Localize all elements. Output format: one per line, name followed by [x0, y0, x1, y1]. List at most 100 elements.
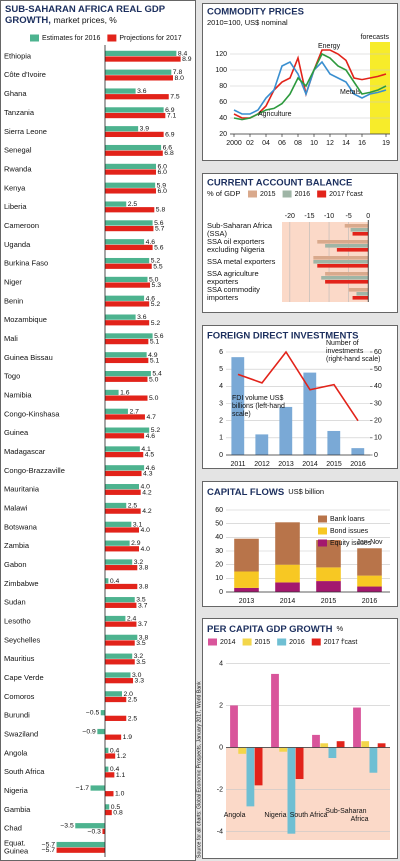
legend-label: Projections for 2017	[119, 35, 181, 42]
value-label: 5.4	[152, 371, 162, 378]
chart-title: COMMODITY PRICES	[207, 7, 304, 18]
value-label: 2.9	[131, 540, 141, 547]
bar	[105, 766, 109, 772]
y2-tick-label: 0	[374, 452, 378, 459]
legend-label: 2017 f'cast	[329, 191, 363, 198]
bar	[336, 248, 369, 252]
bar	[105, 559, 133, 565]
legend-swatch	[277, 638, 287, 646]
category-label: Sierra Leone	[4, 127, 47, 136]
bar	[105, 276, 148, 283]
category-label: Madagascar	[4, 447, 46, 456]
value-label: 4.3	[143, 470, 153, 477]
category-label: Seychelles	[4, 635, 41, 644]
chart-title: CURRENT ACCOUNT BALANCE	[207, 178, 352, 189]
bar-segment	[275, 582, 300, 592]
bar	[105, 678, 134, 684]
value-label: 0.4	[110, 578, 120, 585]
legend-label: 2017 f'cast	[324, 639, 358, 646]
value-label: 0.5	[111, 804, 121, 811]
bar	[105, 672, 131, 678]
value-label: 0.4	[110, 747, 120, 754]
y-tick-label: 6	[219, 349, 223, 356]
subtitle: %	[336, 624, 343, 633]
series-label: Energy	[318, 43, 341, 50]
bar	[105, 169, 156, 175]
bar	[105, 188, 156, 194]
bar-segment	[234, 587, 259, 592]
value-label: 6.0	[158, 169, 168, 176]
value-label: 2.5	[128, 715, 138, 722]
text-line: exporters	[207, 277, 239, 286]
legend-swatch	[282, 190, 292, 198]
bar	[105, 56, 181, 62]
value-label: 8.0	[175, 75, 185, 82]
bar	[105, 320, 150, 326]
bar	[105, 75, 173, 81]
category-label: SSA commodity importers	[207, 285, 262, 302]
bar	[105, 376, 148, 382]
series-label: Number of investments (right-hand scale)	[326, 340, 380, 363]
bar	[230, 705, 238, 748]
y2-tick-label: 40	[374, 383, 382, 390]
category-label: Nigeria	[4, 786, 29, 795]
bar	[105, 465, 145, 471]
text-line: Sub-Saharan Africa	[207, 221, 274, 230]
y-tick-label: 60	[215, 507, 223, 514]
x-tick-label: 2011	[230, 461, 245, 468]
bar	[105, 112, 166, 119]
bar	[312, 734, 320, 748]
bar	[105, 772, 115, 778]
bar	[105, 565, 138, 571]
bar	[100, 710, 105, 716]
bar	[317, 240, 369, 244]
bar	[105, 301, 150, 307]
bar	[105, 357, 149, 364]
category-label: Togo	[4, 372, 20, 381]
legend-label: 2015	[260, 191, 276, 198]
bar-segment	[316, 567, 341, 582]
value-label: 5.0	[149, 376, 159, 383]
value-label: 6.0	[158, 188, 168, 195]
value-label: 4.5	[145, 452, 155, 459]
series-line	[237, 350, 359, 422]
x-tick-label: 2014	[302, 461, 318, 468]
y-tick-label: 40	[219, 115, 227, 122]
x-tick-label: 16	[358, 140, 366, 147]
bar	[356, 292, 369, 296]
category-label: Benin	[4, 296, 23, 305]
text-line: billions (left-hand	[232, 403, 287, 410]
value-label: 1.9	[123, 734, 133, 741]
value-label: 3.8	[139, 583, 149, 590]
category-label: Namibia	[4, 390, 32, 399]
value-label: 0.8	[113, 810, 123, 817]
bar	[105, 239, 145, 245]
text-line: excluding Nigeria	[207, 245, 265, 254]
category-label: Congo-Brazzaville	[4, 466, 65, 475]
x-tick-label: -20	[285, 213, 295, 220]
value-label: 5.7	[155, 226, 165, 233]
value-label: −0.9	[82, 729, 96, 736]
bar	[105, 597, 135, 603]
bar-segment	[234, 538, 259, 572]
bar	[279, 747, 288, 752]
bar	[105, 753, 116, 759]
y-tick-label: 5	[219, 366, 223, 373]
category-label: Gabon	[4, 560, 27, 569]
bar	[317, 264, 369, 268]
value-label: 4.6	[146, 433, 156, 440]
bar	[254, 747, 263, 786]
value-label: 2.4	[127, 616, 137, 623]
category-label: Côte d'Ivoire	[4, 70, 46, 79]
bar	[105, 734, 122, 740]
category-label: Gambia	[4, 805, 31, 814]
text-line: scale)	[232, 411, 251, 418]
value-label: 5.6	[154, 244, 164, 251]
value-label: 2.5	[128, 502, 138, 509]
value-label: 5.6	[154, 220, 164, 227]
text-line: SSA commodity	[207, 285, 262, 294]
category-label: Uganda	[4, 240, 31, 249]
x-tick-label: 04	[262, 140, 270, 147]
bar	[105, 395, 148, 401]
